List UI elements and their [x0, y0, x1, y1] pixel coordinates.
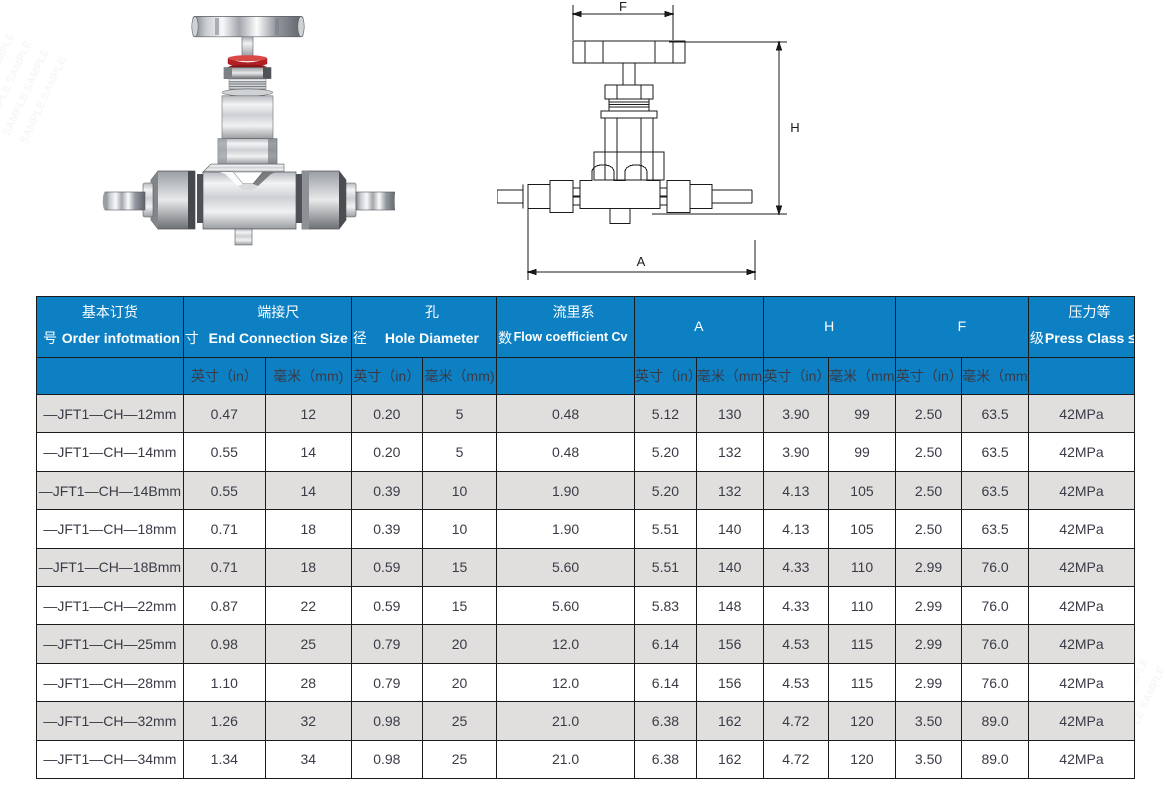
svg-text:A: A: [637, 254, 646, 269]
svg-text:F: F: [619, 0, 627, 14]
svg-text:H: H: [790, 120, 799, 135]
